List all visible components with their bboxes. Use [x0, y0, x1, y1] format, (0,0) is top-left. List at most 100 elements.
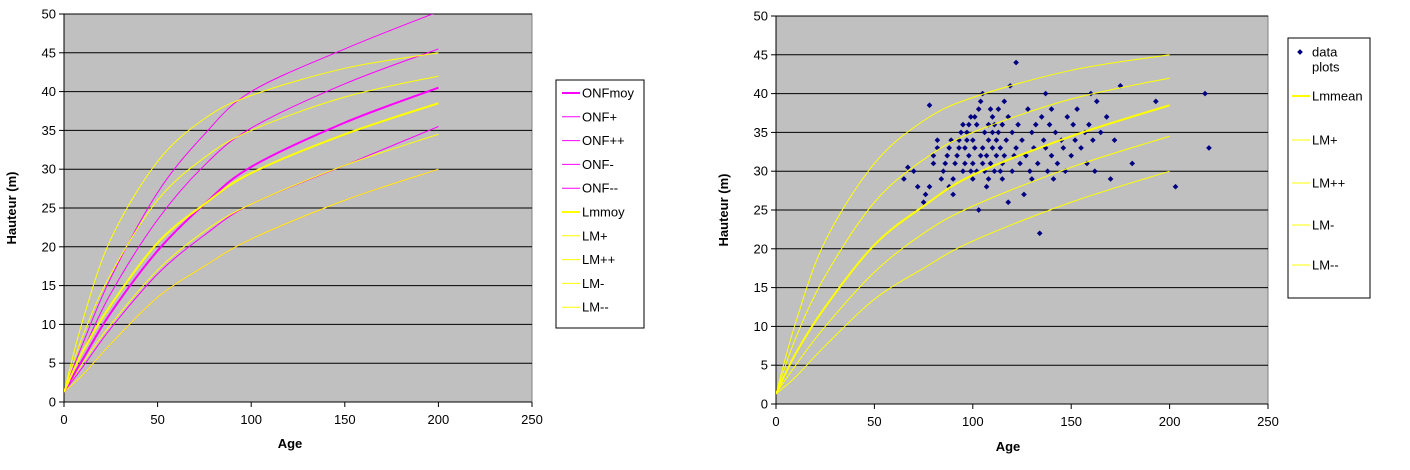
- plot-marks: [776, 54, 1212, 395]
- x-tick-label: 250: [1257, 414, 1279, 429]
- data-point: [989, 145, 996, 151]
- data-point: [1029, 176, 1035, 182]
- data-point: [968, 168, 974, 175]
- legend: data plots Lmmean LM+ LM++ LM- LM--: [1287, 37, 1371, 299]
- series-line-LM--: [776, 170, 1170, 395]
- y-tick-label: 0: [49, 395, 56, 410]
- y-tick-label: 45: [42, 45, 56, 60]
- legend-label: ONF+: [582, 109, 617, 124]
- y-tick-label: 20: [754, 241, 768, 256]
- data-point: [1129, 160, 1136, 167]
- y-tick-label: 25: [754, 203, 768, 218]
- data-point: [1086, 121, 1092, 128]
- x-tick-label: 0: [60, 412, 67, 427]
- legend-label: Lmmoy: [582, 205, 625, 220]
- y-tick-label: 10: [754, 319, 768, 334]
- data-point: [1027, 168, 1033, 175]
- data-point: [944, 152, 951, 159]
- data-point: [973, 121, 980, 128]
- data-point: [942, 160, 949, 167]
- data-point: [950, 191, 956, 198]
- legend-label: LM+: [1312, 133, 1338, 148]
- data-point: [975, 207, 982, 213]
- plot-marks: [64, 14, 439, 393]
- y-tick-label: 35: [42, 123, 56, 138]
- data-point: [971, 114, 978, 120]
- data-point: [1172, 183, 1179, 190]
- y-tick-label: 40: [754, 86, 768, 101]
- y-tick-label: 15: [42, 278, 56, 293]
- data-point: [1042, 90, 1049, 97]
- data-point: [1025, 106, 1031, 112]
- data-point: [952, 160, 958, 167]
- data-point: [1152, 98, 1159, 105]
- data-point: [979, 160, 986, 167]
- data-point: [905, 164, 911, 171]
- y-tick-label: 40: [42, 84, 56, 99]
- legend-box: [555, 79, 645, 329]
- x-tick-label: 250: [521, 412, 543, 427]
- data-point: [1202, 90, 1208, 97]
- data-point: [926, 102, 933, 109]
- x-tick-label: 150: [1060, 414, 1082, 429]
- series-line-Lmmoy: [64, 102, 439, 393]
- data-point: [1048, 106, 1055, 112]
- series-line-LM+: [776, 54, 1170, 395]
- data-point: [1044, 168, 1051, 175]
- legend-label: data plots: [1312, 45, 1340, 75]
- data-point: [1103, 114, 1110, 120]
- y-tick-label: 45: [754, 47, 768, 62]
- data-point: [1052, 129, 1059, 136]
- legend-label: LM++: [582, 252, 615, 267]
- data-point: [968, 114, 974, 120]
- data-point: [983, 152, 990, 159]
- data-point: [1064, 114, 1071, 120]
- data-point: [1054, 160, 1061, 167]
- x-axis-title: Age: [996, 439, 1021, 454]
- data-point: [950, 176, 956, 182]
- data-point: [1048, 152, 1055, 159]
- data-point: [1068, 152, 1075, 159]
- x-tick-label: 100: [962, 414, 984, 429]
- data-point: [956, 145, 962, 151]
- data-point: [1029, 129, 1035, 136]
- data-point: [966, 152, 972, 159]
- data-point: [1093, 98, 1100, 105]
- data-point: [954, 152, 960, 159]
- data-point: [1001, 98, 1008, 105]
- data-point: [914, 183, 921, 190]
- data-point: [926, 183, 933, 190]
- series-line-ONF+: [64, 14, 434, 393]
- series-line-LM++: [64, 75, 439, 393]
- data-point: [1017, 160, 1023, 167]
- x-tick-label: 50: [867, 414, 881, 429]
- data-point: [1097, 129, 1104, 136]
- data-point: [999, 121, 1006, 128]
- x-tick-label: 100: [240, 412, 262, 427]
- y-axis-title: Hauteur (m): [716, 174, 731, 247]
- legend-label: LM--: [582, 300, 609, 315]
- data-point: [995, 129, 1002, 136]
- data-point: [1050, 176, 1057, 182]
- data-point: [1001, 152, 1008, 159]
- legend-point-swatch: [1297, 49, 1303, 55]
- data-point: [969, 137, 976, 143]
- data-point: [1013, 145, 1019, 151]
- series-line-LM-: [776, 135, 1170, 395]
- data-point: [993, 137, 1000, 143]
- data-point: [995, 106, 1002, 112]
- data-point: [1015, 121, 1021, 128]
- data-point: [1060, 145, 1067, 151]
- legend-label: ONF++: [582, 133, 625, 148]
- series-line-LM-: [64, 133, 439, 393]
- data-point: [1038, 114, 1045, 120]
- legend-label: LM-: [1312, 218, 1334, 233]
- data-point: [938, 176, 945, 182]
- y-tick-label: 50: [754, 9, 768, 24]
- y-tick-label: 30: [42, 162, 56, 177]
- legend-box: [1287, 37, 1371, 299]
- data-point: [977, 152, 984, 159]
- x-tick-label: 50: [150, 412, 164, 427]
- data-point: [971, 145, 978, 151]
